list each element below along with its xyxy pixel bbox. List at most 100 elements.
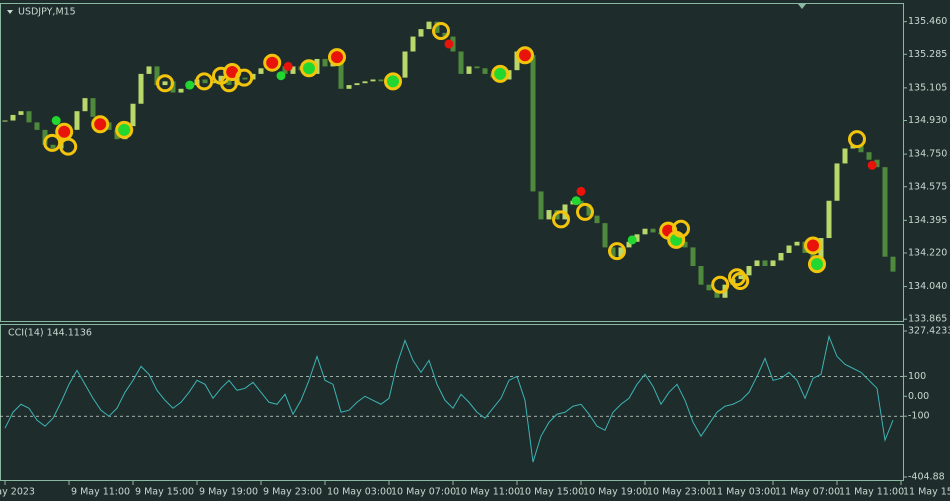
candle <box>410 36 416 52</box>
y-tick-label: 100 <box>908 371 926 382</box>
candle <box>162 81 168 86</box>
candle <box>482 68 488 74</box>
signal-ring <box>432 21 450 40</box>
candle <box>18 111 24 115</box>
y-tick-label: 135.460 <box>908 16 947 27</box>
candle <box>738 275 744 280</box>
y-tick-label: 135.285 <box>908 49 947 60</box>
candle <box>2 120 8 122</box>
x-tick-label: 10 May 03:00 <box>327 487 392 498</box>
candle <box>746 266 752 276</box>
candle <box>362 81 368 84</box>
candle <box>370 79 376 82</box>
x-tick-label: 9 May 23:00 <box>263 487 322 498</box>
candle <box>634 234 640 242</box>
signal-ring <box>55 122 74 141</box>
y-tick-label: -100 <box>908 411 930 422</box>
candle <box>682 241 688 248</box>
signal-dot <box>51 116 61 126</box>
candle <box>50 144 56 149</box>
candle <box>530 55 536 192</box>
signal-ring <box>516 46 534 65</box>
signal-ring <box>608 242 626 261</box>
signal-dot <box>571 196 581 206</box>
x-tick-label: 9 May 2023 <box>0 487 35 498</box>
candle <box>826 200 832 239</box>
x-tick-label: 10 May 07:00 <box>391 487 456 498</box>
signal-ring <box>156 74 174 93</box>
candle <box>834 163 840 201</box>
candle <box>82 98 88 112</box>
candle <box>618 247 624 257</box>
candle <box>402 51 408 78</box>
signal-ring <box>804 236 822 255</box>
signal-ring <box>91 115 110 134</box>
signal-dot <box>627 235 637 245</box>
candle <box>218 75 224 82</box>
signal-dot <box>576 186 586 196</box>
candle <box>650 228 656 233</box>
signal-ring <box>711 275 730 294</box>
candle <box>242 77 248 80</box>
candle <box>890 256 896 272</box>
candle <box>858 144 864 153</box>
candle <box>770 260 776 267</box>
candle <box>418 29 424 37</box>
candle <box>466 66 472 74</box>
signal-ring <box>848 130 866 149</box>
candle <box>90 98 96 117</box>
candle <box>346 85 352 89</box>
candle <box>322 58 328 67</box>
candle <box>794 241 800 246</box>
candle <box>378 79 384 82</box>
x-tick-label: 10 May 19:00 <box>583 487 648 498</box>
signal-ring <box>115 120 134 139</box>
signal-ring <box>672 219 690 238</box>
candle <box>626 241 632 248</box>
signal-ring <box>728 268 746 287</box>
signal-ring <box>43 133 62 152</box>
candle <box>762 260 768 267</box>
signal-dot <box>867 160 877 170</box>
candle <box>290 66 296 74</box>
candle <box>202 79 208 84</box>
signal-ring <box>235 68 254 87</box>
candle <box>882 167 888 257</box>
signal-ring <box>731 271 750 290</box>
candle <box>866 152 872 160</box>
candle <box>26 111 32 123</box>
y-tick-label: 135.105 <box>908 82 947 93</box>
signal-ring <box>576 202 594 221</box>
y-tick-label: -404.88 <box>908 472 945 483</box>
y-tick-label: 134.750 <box>908 149 947 160</box>
shift-marker <box>798 4 806 9</box>
y-tick-label: 0.00 <box>908 391 929 402</box>
x-tick-label: 11 May 15:00 <box>903 487 950 498</box>
indicator-title: CCI(14) 144.1136 <box>8 328 92 339</box>
candle <box>10 114 16 121</box>
y-tick-label: 133.865 <box>908 314 947 325</box>
candle <box>642 228 648 235</box>
y-tick-label: 327.4233 <box>908 326 950 337</box>
candle <box>778 252 784 261</box>
symbol-menu-arrow[interactable] <box>7 10 13 14</box>
x-tick-label: 9 May 19:00 <box>199 487 258 498</box>
signal-dot <box>444 39 454 49</box>
candle <box>138 73 144 104</box>
x-tick-label: 10 May 15:00 <box>519 487 584 498</box>
signal-ring <box>263 53 282 72</box>
candle <box>706 284 712 291</box>
signal-ring <box>491 64 510 83</box>
candle <box>714 290 720 298</box>
candle <box>146 66 152 74</box>
signal-dot <box>185 80 195 90</box>
symbol-title: USDJPY,M15 <box>18 7 76 18</box>
x-tick-label: 9 May 11:00 <box>71 487 130 498</box>
candle <box>546 210 552 220</box>
candle <box>442 32 448 37</box>
signal-ring <box>328 48 346 67</box>
candle <box>354 83 360 86</box>
candle <box>130 103 136 127</box>
y-tick-label: 134.040 <box>908 281 947 292</box>
